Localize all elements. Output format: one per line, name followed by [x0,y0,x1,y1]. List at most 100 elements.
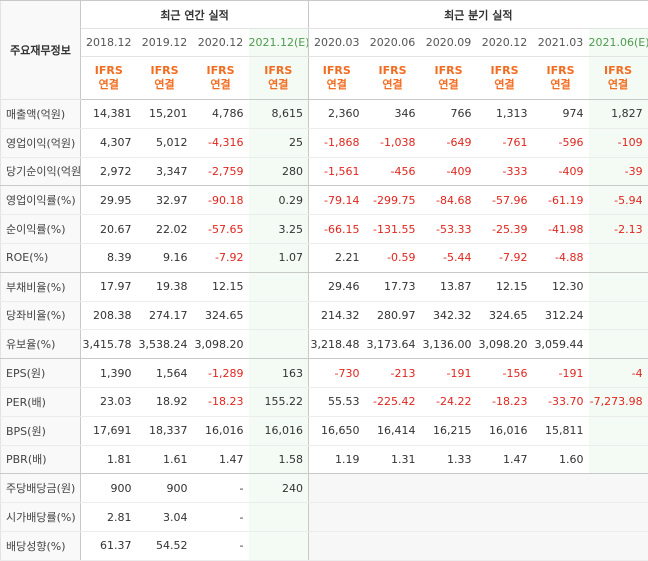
table-cell: -4 [588,358,648,388]
table-cell [532,502,589,532]
table-row: PER(배) 23.03 18.92 -18.23 155.22 55.53 -225.42… [0,387,648,417]
table-row: 유보율(%) 3,415.78 3,538.24 3,098.20 3,218.48 3,… [0,329,648,360]
table-cell: -213 [364,358,421,388]
ifrs-label: IFRS [490,64,519,77]
table-cell: 4,786 [192,99,249,129]
period-header: 2020.12 [192,28,249,57]
table-cell [248,531,310,561]
table-cell: 54.52 [136,531,193,561]
table-cell: -5.94 [588,185,648,216]
row-label: BPS(원) [0,416,81,446]
table-cell [588,272,648,302]
table-cell: -2.13 [588,214,648,244]
table-cell: 55.53 [308,387,365,417]
table-cell: -7,273.98 [588,387,648,417]
table-cell: 1.47 [476,445,533,475]
row-label: 배당성향(%) [0,531,81,561]
table-cell [588,502,648,532]
table-cell: 1.60 [532,445,589,475]
row-label: 시가배당률(%) [0,502,81,532]
table-row: 부채비율(%) 17.97 19.38 12.15 29.46 17.73 13.87 12.… [0,272,648,302]
table-cell: -1,038 [364,128,421,158]
table-cell: 274.17 [136,301,193,331]
table-cell: -596 [532,128,589,158]
table-row: 시가배당률(%) 2.81 3.04- [0,502,648,532]
table-cell: -66.15 [308,214,365,244]
table-cell: 22.02 [136,214,193,244]
table-cell: 29.46 [308,272,365,302]
table-cell: 25 [248,128,310,158]
table-cell: 12.30 [532,272,589,302]
table-cell: 346 [364,99,421,129]
consolidated-label: 연결 [494,78,515,91]
table-cell [248,329,310,360]
table-cell: 18,337 [136,416,193,446]
ifrs-consolidated-label: IFRS 연결 [476,56,533,100]
table-cell: 17,691 [80,416,137,446]
table-cell: -41.98 [532,214,589,244]
table-cell: 3.04 [136,502,193,532]
table-cell: 208.38 [80,301,137,331]
row-label: ROE(%) [0,243,81,273]
row-label: 부채비율(%) [0,272,81,302]
table-cell: -456 [364,157,421,187]
row-label: EPS(원) [0,358,81,388]
table-cell: 1.31 [364,445,421,475]
table-cell [588,329,648,360]
ifrs-label: IFRS [378,64,407,77]
row-label: 영업이익(억원) [0,128,81,158]
table-cell: 1.58 [248,445,310,475]
table-cell: -649 [420,128,477,158]
table-cell: 16,215 [420,416,477,446]
table-cell: 12.15 [476,272,533,302]
table-cell: -0.59 [364,243,421,273]
table-cell: -1,868 [308,128,365,158]
table-row: 배당성향(%) 61.37 54.52- [0,531,648,561]
table-cell [420,473,477,504]
period-header: 2021.06(E) [588,28,648,57]
table-cell [588,301,648,331]
table-cell [364,531,421,561]
table-cell: 1.47 [192,445,249,475]
table-cell: 900 [80,473,137,504]
table-cell: 3,218.48 [308,329,365,360]
table-cell: 3,098.20 [192,329,249,360]
table-cell: 3.25 [248,214,310,244]
table-cell: 1,390 [80,358,137,388]
quarterly-results-header: 최근 분기 실적 [308,0,648,29]
table-cell: 8.39 [80,243,137,273]
table-cell [588,416,648,446]
table-cell: 3,173.64 [364,329,421,360]
table-cell [248,272,310,302]
table-cell: 4,307 [80,128,137,158]
table-cell [588,531,648,561]
table-cell: -57.96 [476,185,533,216]
ifrs-label: IFRS [94,64,123,77]
table-cell: -7.92 [192,243,249,273]
table-cell [532,473,589,504]
period-header: 2020.06 [364,28,421,57]
table-cell: -33.70 [532,387,589,417]
table-cell: -156 [476,358,533,388]
annual-results-header: 최근 연간 실적 [80,0,310,29]
consolidated-label: 연결 [98,78,119,91]
table-cell: 1.81 [80,445,137,475]
table-cell [420,531,477,561]
row-label: PBR(배) [0,445,81,475]
ifrs-consolidated-label: IFRS 연결 [420,56,477,100]
table-cell [588,243,648,273]
table-row: 매출액(억원) 14,381 15,201 4,786 8,615 2,360 346 766… [0,99,648,129]
table-cell [420,502,477,532]
table-row: 당기순이익(억원) 2,972 3,347 -2,759 280 -1,561 -456 -4… [0,157,648,187]
consolidated-label: 연결 [438,78,459,91]
table-row: ROE(%) 8.39 9.16 -7.92 1.07 2.21 -0.59 -5.44 -7.… [0,243,648,273]
table-cell: 3,347 [136,157,193,187]
period-header: 2020.12 [476,28,533,57]
table-cell: 20.67 [80,214,137,244]
table-cell: 974 [532,99,589,129]
table-cell: 15,811 [532,416,589,446]
period-header: 2021.03 [532,28,589,57]
ifrs-consolidated-label: IFRS 연결 [364,56,421,100]
table-cell: 16,016 [476,416,533,446]
